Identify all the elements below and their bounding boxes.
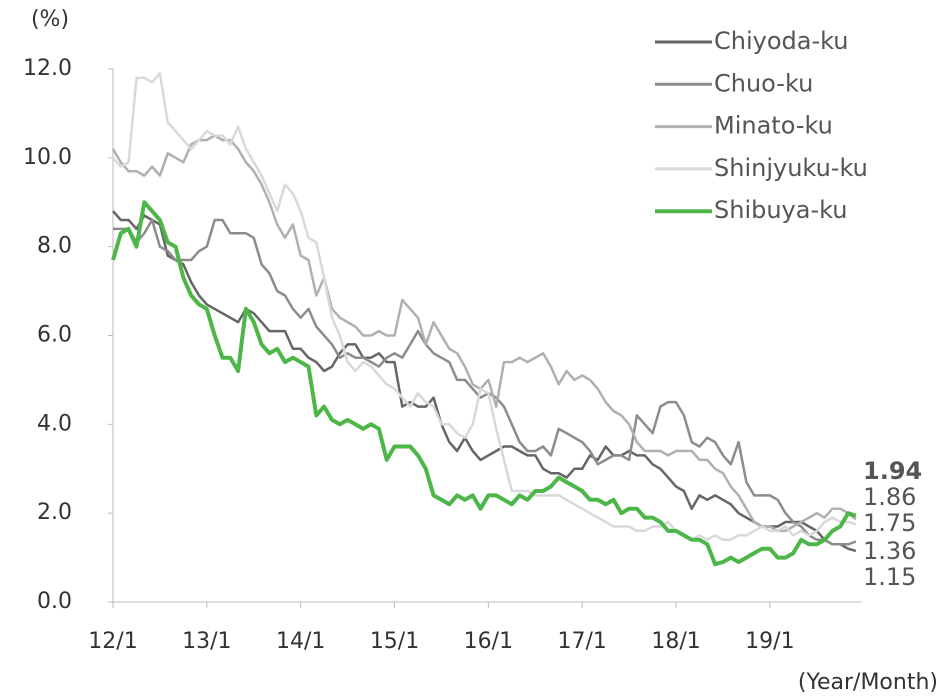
y-tick-label: 6.0 bbox=[37, 323, 72, 348]
x-tick-label: 19/1 bbox=[745, 629, 794, 654]
y-axis-label: (%) bbox=[31, 7, 69, 32]
series-line bbox=[111, 134, 857, 533]
legend-label: Shibuya-ku bbox=[714, 196, 848, 224]
x-tick-label: 12/1 bbox=[88, 629, 137, 654]
series-line bbox=[112, 210, 857, 553]
end-value-label: 1.15 bbox=[863, 563, 916, 591]
legend-label: Shinjyuku-ku bbox=[714, 154, 868, 182]
x-tick-label: 14/1 bbox=[276, 629, 325, 654]
y-tick-label: 0.0 bbox=[37, 589, 72, 614]
series-line bbox=[112, 72, 857, 542]
legend-label: Chuo-ku bbox=[714, 69, 813, 97]
y-tick-label: 4.0 bbox=[37, 411, 72, 436]
legend-label: Minato-ku bbox=[714, 112, 833, 140]
end-value-label: 1.94 bbox=[863, 457, 922, 485]
y-tick-label: 12.0 bbox=[23, 56, 72, 81]
x-tick-label: 16/1 bbox=[464, 629, 513, 654]
y-tick-label: 2.0 bbox=[37, 500, 72, 525]
x-tick-label: 18/1 bbox=[651, 629, 700, 654]
legend-label: Chiyoda-ku bbox=[714, 27, 849, 55]
x-tick-label: 15/1 bbox=[370, 629, 419, 654]
series-line bbox=[111, 200, 857, 567]
y-tick-label: 8.0 bbox=[37, 234, 72, 259]
end-value-label: 1.75 bbox=[863, 509, 916, 537]
x-tick-label: 17/1 bbox=[557, 629, 606, 654]
end-value-label: 1.86 bbox=[863, 483, 916, 511]
end-value-label: 1.36 bbox=[863, 537, 916, 565]
series-line bbox=[113, 218, 857, 546]
x-axis-label: (Year/Month) bbox=[798, 670, 938, 695]
x-tick-label: 13/1 bbox=[182, 629, 231, 654]
y-tick-label: 10.0 bbox=[23, 145, 72, 170]
